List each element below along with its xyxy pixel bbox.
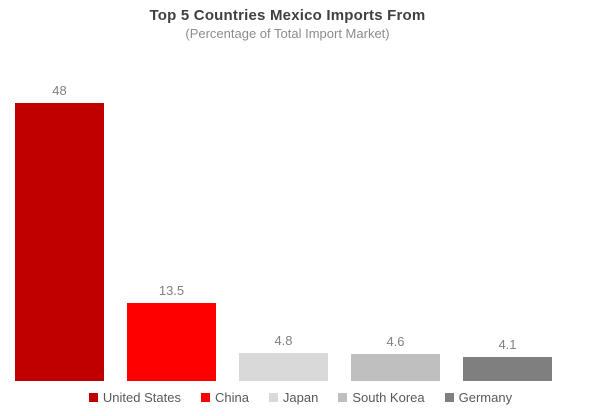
legend-label: Germany xyxy=(458,390,513,405)
legend-label: United States xyxy=(102,390,181,405)
bar-south-korea xyxy=(351,354,440,381)
chart-subtitle: (Percentage of Total Import Market) xyxy=(185,26,390,41)
bar-germany xyxy=(463,357,552,381)
legend-label: China xyxy=(214,390,249,405)
bar-china xyxy=(127,303,216,381)
bar-value-label: 48 xyxy=(52,83,67,98)
legend: United States China Japan South Korea German… xyxy=(0,390,601,405)
bar-column-south-korea: 4.6 xyxy=(351,334,440,381)
legend-item-china: China xyxy=(200,390,249,405)
bar-united-states xyxy=(15,103,104,381)
plot-area: 48 13.5 4.8 4.6 4.1 xyxy=(15,48,586,381)
chart-title: Top 5 Countries Mexico Imports From xyxy=(149,7,426,24)
bar-column-germany: 4.1 xyxy=(463,337,552,381)
legend-label: Japan xyxy=(282,390,319,405)
legend-label: South Korea xyxy=(352,390,425,405)
bar-column-china: 13.5 xyxy=(127,283,216,381)
legend-swatch-icon xyxy=(338,393,348,402)
legend-item-germany: Germany xyxy=(444,390,513,405)
bar-column-japan: 4.8 xyxy=(239,333,328,381)
bar-value-label: 4.1 xyxy=(498,337,517,352)
legend-item-japan: Japan xyxy=(268,390,319,405)
bar-japan xyxy=(239,353,328,381)
bar-column-united-states: 48 xyxy=(15,83,104,381)
bar-value-label: 4.6 xyxy=(386,334,405,349)
legend-swatch-icon xyxy=(88,393,98,402)
legend-swatch-icon xyxy=(268,393,278,402)
legend-swatch-icon xyxy=(444,393,454,402)
legend-item-south-korea: South Korea xyxy=(338,390,425,405)
legend-item-united-states: United States xyxy=(88,390,181,405)
bar-value-label: 13.5 xyxy=(158,283,185,298)
legend-swatch-icon xyxy=(200,393,210,402)
bar-value-label: 4.8 xyxy=(274,333,293,348)
